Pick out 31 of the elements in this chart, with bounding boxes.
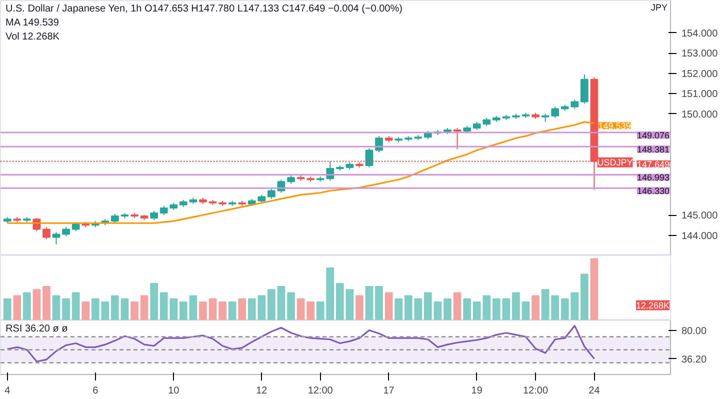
y-tick-label: 154.000 (682, 28, 718, 40)
data-label: 149.539 (598, 121, 631, 132)
x-tick-label: 12:00 (308, 386, 334, 396)
x-tick-label: 24 (588, 386, 600, 396)
y-tick-label: 80.00 (682, 326, 707, 337)
y-tick-label: 152.000 (682, 68, 718, 80)
text: 12.268K (636, 300, 670, 310)
y-tick-label: 153.000 (682, 48, 718, 60)
x-tick-label: 6 (92, 386, 99, 396)
x-tick-label: 17 (383, 386, 395, 396)
annotation: Vol 12.268K (6, 32, 60, 42)
x-tick-label: 19 (471, 386, 483, 396)
y-tick-label: 36.20 (682, 354, 707, 366)
x-tick-label: 10 (168, 386, 180, 396)
ref-line-label: 146.330 (636, 186, 670, 196)
chart-title: U.S. Dollar / Japanese Yen, 1h O147.653 H147.780 L147.133 C147.649 −0.004 (−0.00%) (6, 4, 402, 14)
ref-line-label: 147.649 (636, 159, 670, 170)
ref-line-label: 149.076 (636, 130, 670, 141)
ref-line-label: 148.381 (636, 144, 670, 155)
x-tick-label: 12:00 (523, 386, 548, 396)
annotation: MA 149.539 (6, 18, 60, 28)
x-tick-label: 4 (4, 386, 11, 396)
chart-title: RSI 36.20 ø ø (6, 324, 68, 334)
x-tick-label: 12 (256, 386, 268, 396)
y-tick-label: 150.000 (682, 109, 718, 120)
annotation: USDJPY (597, 157, 633, 168)
ref-line-label: 146.993 (636, 172, 670, 183)
y-tick-label: 145.000 (682, 210, 718, 222)
y-tick-label: 151.000 (682, 89, 718, 100)
y-axis-title: JPY (650, 2, 668, 12)
y-tick-label: 144.000 (682, 230, 718, 242)
